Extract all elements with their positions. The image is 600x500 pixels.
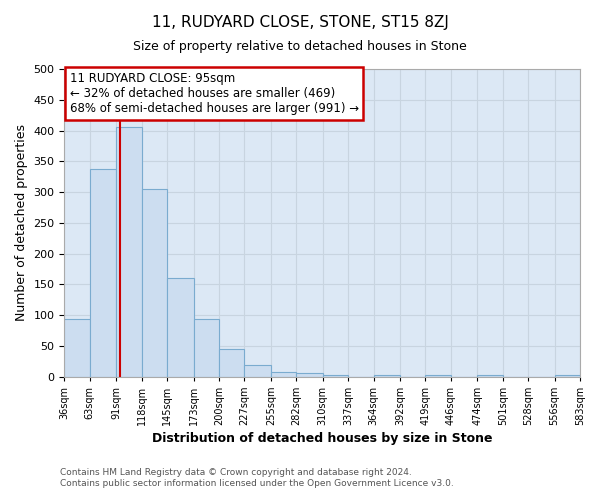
Bar [219,349,244,376]
Bar [90,168,116,376]
Bar [323,374,348,376]
Text: 11 RUDYARD CLOSE: 95sqm
← 32% of detached houses are smaller (469)
68% of semi-d: 11 RUDYARD CLOSE: 95sqm ← 32% of detache… [70,72,359,115]
Bar [64,320,90,376]
Text: 11, RUDYARD CLOSE, STONE, ST15 8ZJ: 11, RUDYARD CLOSE, STONE, ST15 8ZJ [152,15,448,30]
X-axis label: Distribution of detached houses by size in Stone: Distribution of detached houses by size … [152,432,493,445]
Bar [271,372,296,376]
Bar [194,320,219,376]
Y-axis label: Number of detached properties: Number of detached properties [15,124,28,322]
Bar [116,128,142,376]
Text: Size of property relative to detached houses in Stone: Size of property relative to detached ho… [133,40,467,53]
Bar [296,374,323,376]
Bar [244,366,271,376]
Text: Contains HM Land Registry data © Crown copyright and database right 2024.
Contai: Contains HM Land Registry data © Crown c… [60,468,454,487]
Bar [142,189,167,376]
Bar [167,278,194,376]
